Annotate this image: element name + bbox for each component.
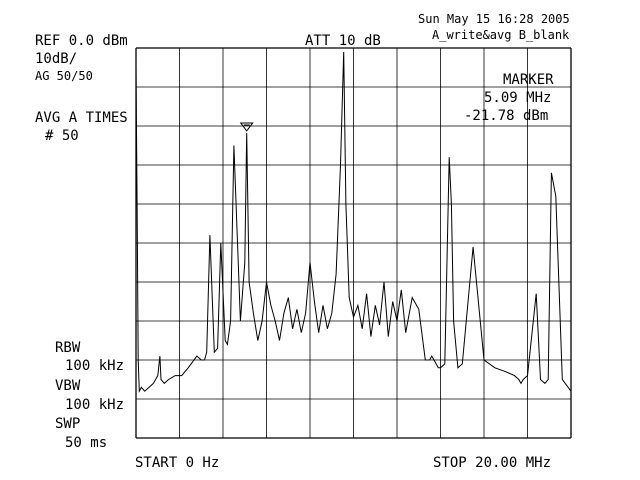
trace-info: A_write&avg B_blank	[432, 28, 570, 42]
vbw-value: 100 kHz	[65, 397, 125, 413]
rbw-label: RBW	[55, 340, 81, 356]
marker-level: -21.78 dBm	[464, 108, 549, 124]
average-count: AG 50/50	[35, 69, 93, 83]
marker-triangle-icon	[239, 122, 254, 132]
vbw-label: VBW	[55, 378, 81, 394]
attenuation: ATT 10 dB	[305, 33, 381, 49]
stop-frequency: STOP 20.00 MHz	[433, 455, 552, 471]
spectrum-trace	[135, 51, 572, 394]
graticule	[135, 47, 572, 439]
marker-frequency: 5.09 MHz	[484, 90, 552, 106]
reference-level: REF 0.0 dBm	[35, 33, 128, 49]
marker-label: MARKER	[503, 72, 554, 88]
sweep-value: 50 ms	[65, 435, 108, 451]
average-times: # 50	[45, 128, 79, 144]
scale: 10dB/	[35, 51, 78, 67]
rbw-value: 100 kHz	[65, 358, 125, 374]
average-mode: AVG A TIMES	[35, 110, 128, 126]
sweep-label: SWP	[55, 416, 81, 432]
start-frequency: START 0 Hz	[135, 455, 220, 471]
datetime: Sun May 15 16:28 2005	[418, 12, 570, 26]
